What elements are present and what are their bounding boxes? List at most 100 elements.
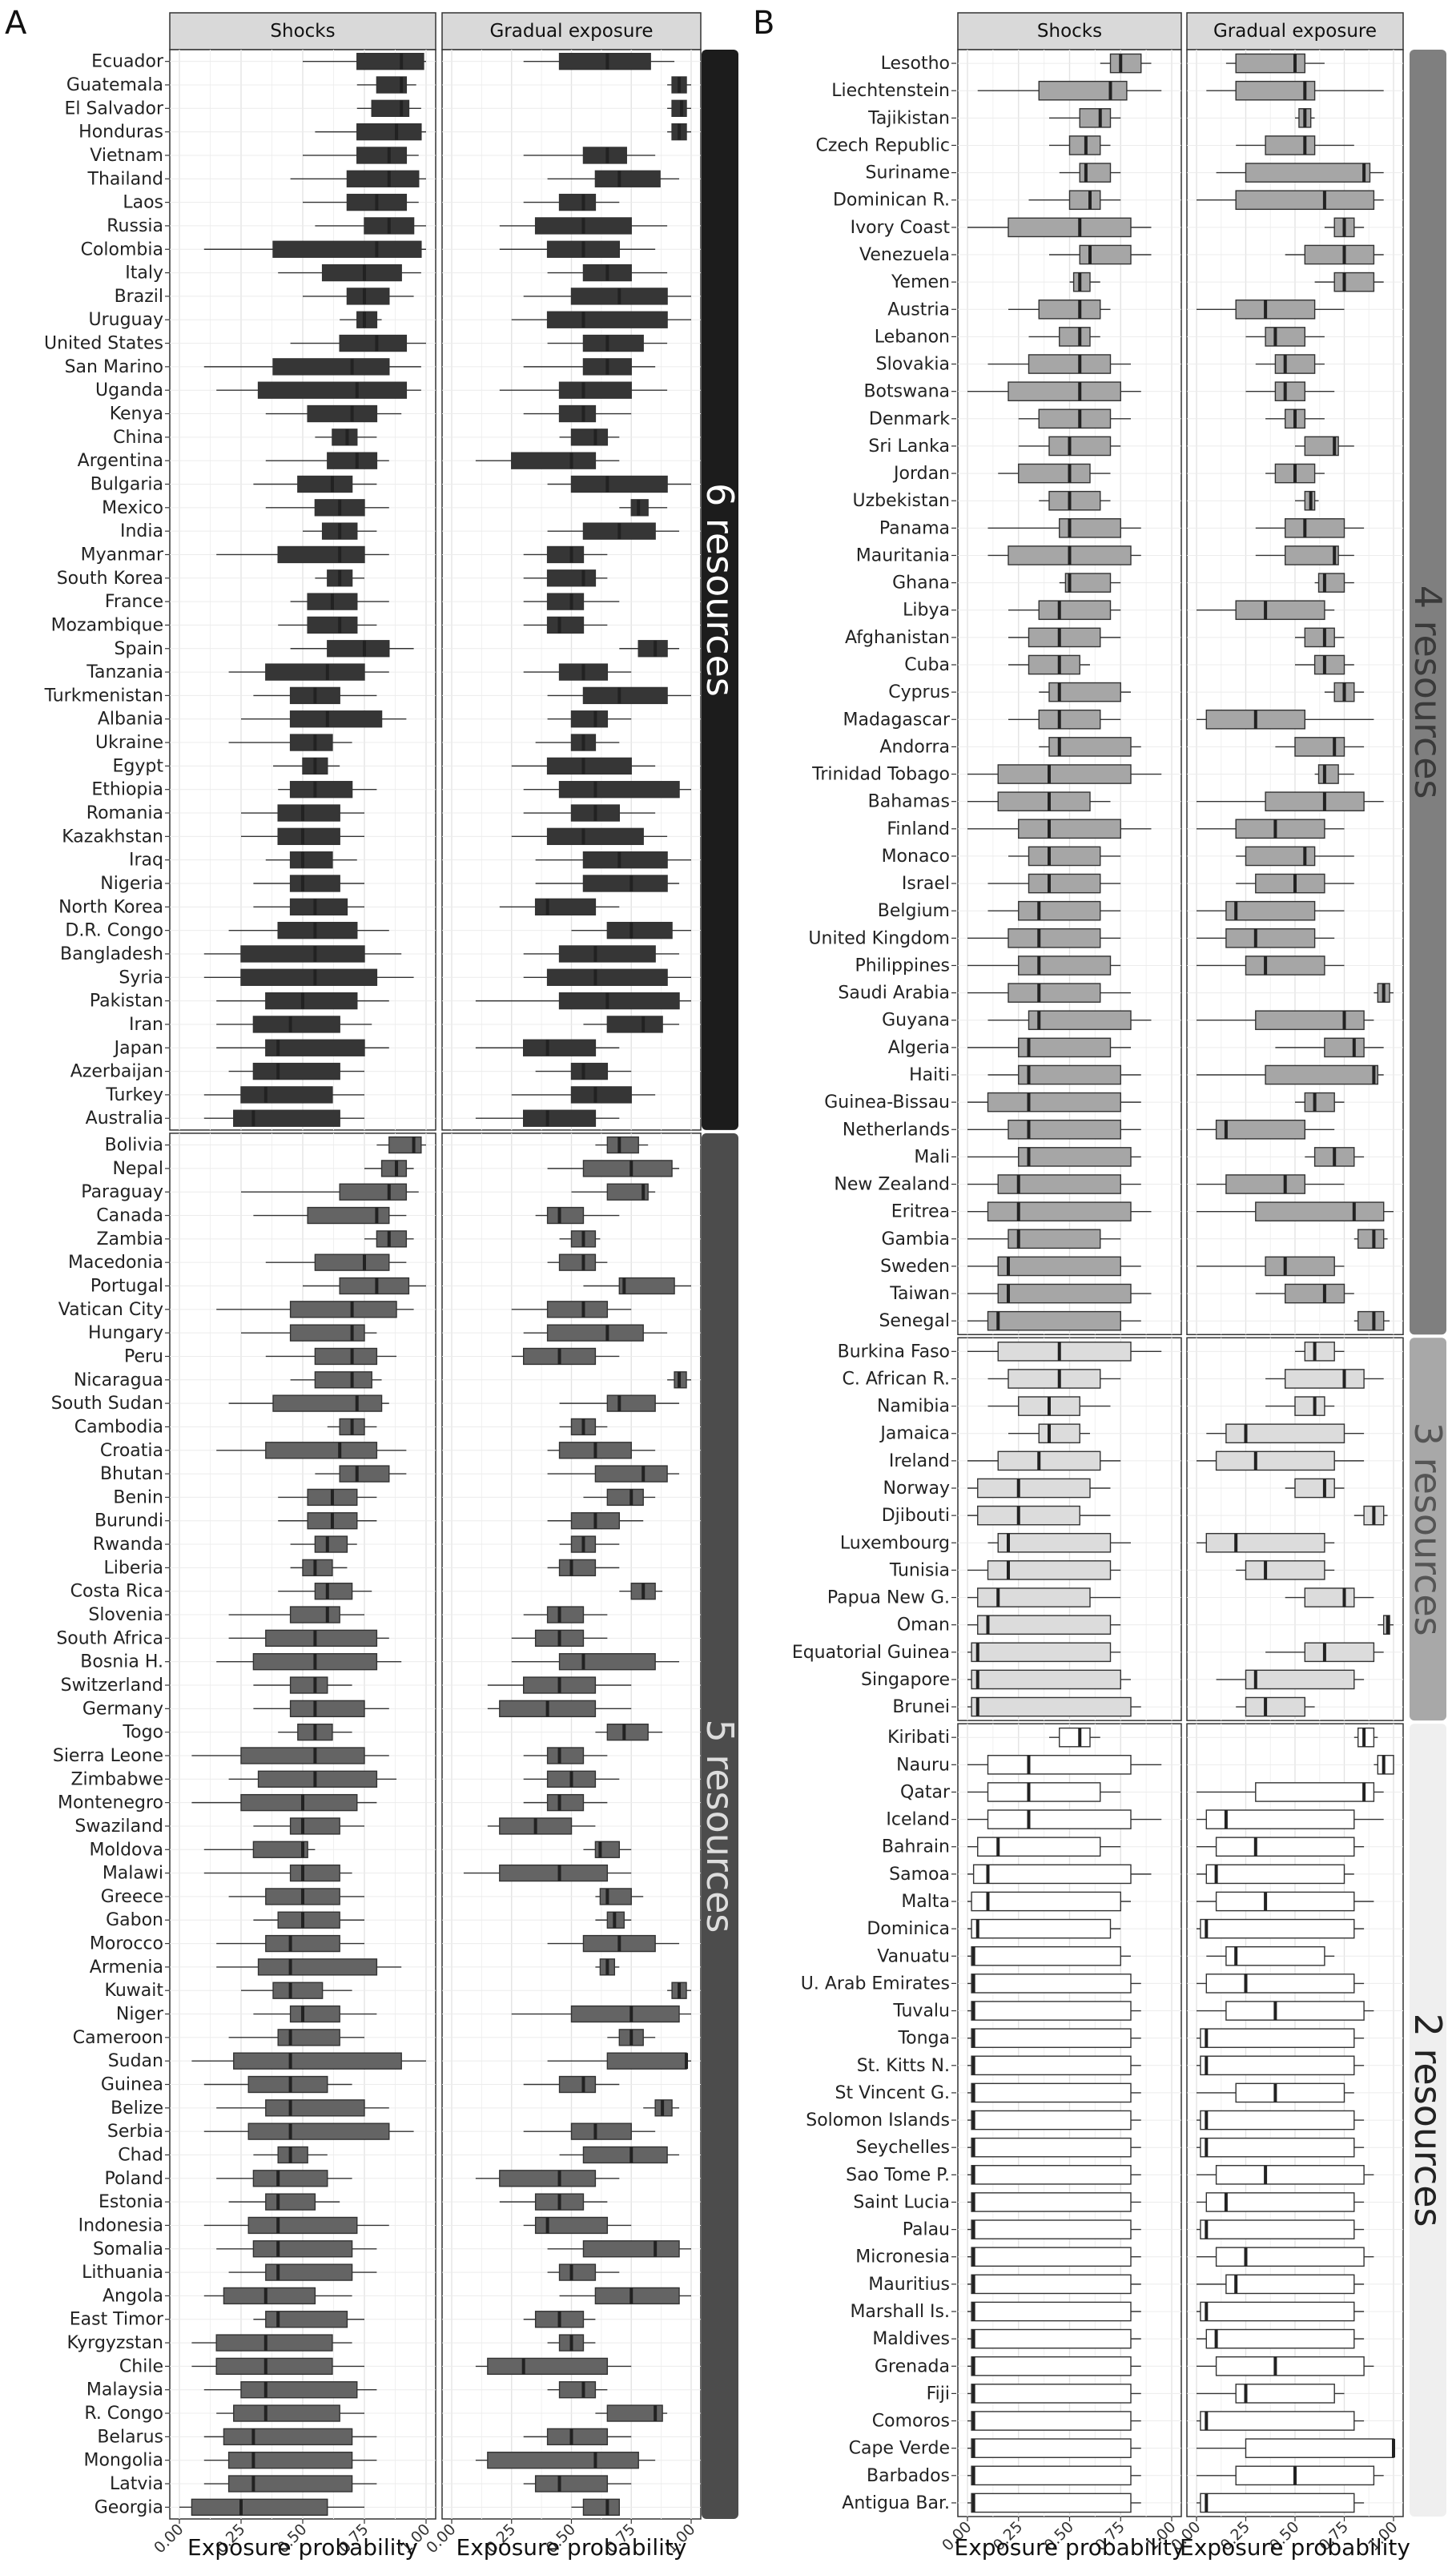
country-label: Taiwan	[889, 1284, 950, 1304]
box	[240, 968, 378, 986]
country-row: Grenada	[875, 2356, 1403, 2376]
country-label: Montenegro	[58, 1793, 163, 1813]
country-row: Argentina	[78, 451, 701, 471]
country-label: Myanmar	[81, 545, 164, 565]
country-row: Jamaica	[879, 1423, 1403, 1444]
facet-strip	[957, 12, 1182, 50]
country-row: Cyprus	[888, 682, 1403, 702]
box	[1357, 1229, 1385, 1249]
country-label: Slovakia	[876, 355, 950, 375]
country-row: Mali	[914, 1147, 1403, 1167]
country-label: Venezuela	[859, 245, 950, 265]
country-label: Luxembourg	[840, 1533, 950, 1553]
country-row: Morocco	[90, 1934, 701, 1954]
country-label: Belize	[111, 2098, 163, 2118]
country-label: Afghanistan	[845, 628, 950, 648]
box	[1018, 819, 1121, 839]
country-row: East Timor	[70, 2310, 701, 2330]
box	[582, 334, 644, 352]
country-row: El Salvador	[64, 99, 701, 119]
box	[265, 2311, 348, 2328]
country-row: Brazil	[115, 287, 701, 307]
box	[1245, 956, 1325, 976]
box	[671, 99, 687, 117]
country-label: Honduras	[78, 123, 163, 143]
box	[346, 288, 390, 305]
country-label: Rwanda	[93, 1535, 163, 1555]
country-row: Ethiopia	[91, 780, 701, 800]
box	[376, 76, 408, 94]
box	[971, 2137, 1132, 2158]
box	[223, 2287, 316, 2305]
x-axis-title: Exposure probability	[457, 2534, 687, 2561]
country-row: New Zealand	[834, 1174, 1403, 1195]
box	[265, 2193, 316, 2211]
box	[1048, 490, 1101, 511]
country-row: Iraq	[129, 851, 701, 871]
box	[570, 710, 609, 728]
country-row: Djibouti	[882, 1505, 1403, 1526]
box	[277, 1911, 340, 1929]
box	[1200, 2137, 1355, 2158]
box	[1324, 1037, 1365, 1058]
country-label: Lebanon	[875, 327, 950, 347]
box	[546, 1301, 609, 1318]
facet-title: Gradual exposure	[489, 21, 653, 42]
box	[289, 1676, 328, 1694]
country-row: Georgia	[95, 2497, 701, 2517]
country-label: Laos	[123, 193, 163, 213]
country-row: Antigua Bar.	[842, 2493, 1403, 2513]
country-label: Algeria	[888, 1038, 950, 1058]
group-6-resources: 6 resources Ecuador Guatemala El Salvador Ho…	[44, 49, 742, 1131]
box	[289, 781, 353, 799]
box	[1284, 545, 1339, 565]
country-row: Netherlands	[843, 1119, 1403, 1140]
country-row: Philippines	[855, 956, 1403, 976]
country-row: Bulgaria	[90, 474, 701, 494]
box	[289, 898, 348, 915]
country-label: Papua New G.	[827, 1588, 950, 1608]
country-row: Croatia	[100, 1441, 701, 1461]
country-label: Czech Republic	[815, 135, 950, 155]
box	[582, 686, 668, 705]
box	[1304, 1642, 1375, 1663]
country-label: Syria	[119, 968, 163, 988]
box	[523, 1039, 597, 1056]
box	[223, 2428, 353, 2446]
box	[1255, 1782, 1375, 1802]
box	[215, 2357, 333, 2376]
country-row: Guatemala	[66, 75, 701, 95]
country-row: Honduras	[78, 123, 701, 143]
box	[227, 2452, 353, 2469]
box	[546, 757, 632, 775]
country-row: Lesotho	[881, 53, 1403, 74]
box	[302, 1559, 333, 1577]
box	[582, 851, 668, 869]
box	[297, 475, 353, 493]
country-row: Sri Lanka	[868, 436, 1403, 457]
country-row: Kazakhstan	[62, 827, 701, 847]
country-label: Iran	[129, 1015, 163, 1035]
box	[1304, 627, 1335, 648]
box	[1284, 1283, 1345, 1304]
box	[1008, 1369, 1101, 1389]
country-label: Ethiopia	[91, 780, 163, 800]
country-label: Kenya	[110, 404, 163, 424]
country-row: Colombia	[81, 239, 701, 260]
country-label: Mauritius	[868, 2275, 950, 2295]
country-label: United Kingdom	[808, 928, 950, 948]
box	[1225, 928, 1316, 948]
box	[1235, 190, 1375, 211]
box	[546, 616, 585, 634]
box	[1245, 846, 1316, 867]
country-label: Malawi	[103, 1864, 163, 1884]
box	[546, 1793, 585, 1812]
box	[1008, 381, 1121, 401]
box	[1072, 272, 1091, 292]
country-row: Marshall Is.	[850, 2301, 1403, 2322]
box	[997, 1256, 1121, 1277]
country-label: Kuwait	[105, 1981, 164, 2001]
box	[487, 2452, 639, 2469]
country-row: Italy	[125, 264, 701, 284]
box	[1059, 518, 1121, 538]
